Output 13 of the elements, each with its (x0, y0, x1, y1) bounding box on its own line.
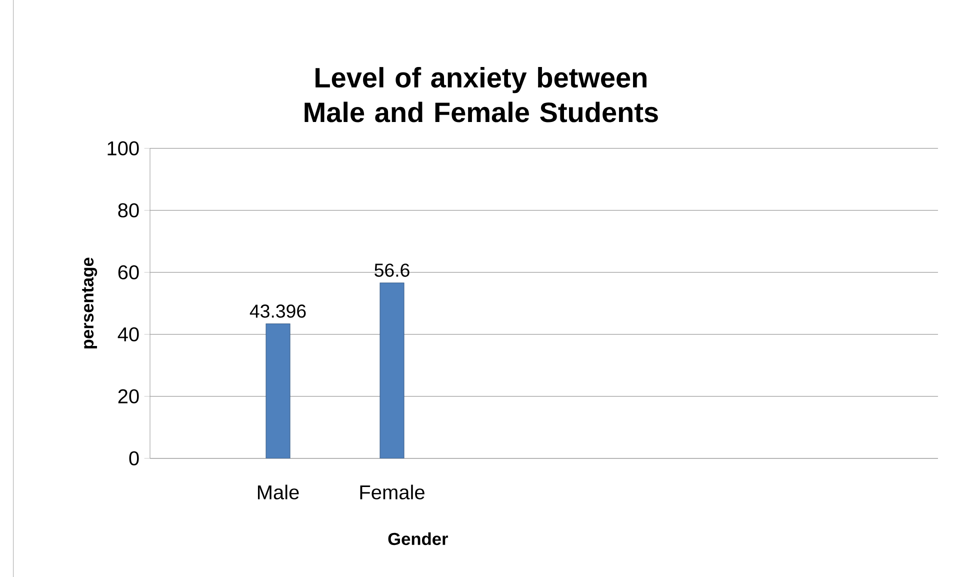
x-axis-title: Gender (388, 532, 448, 546)
y-axis-title: persentage (82, 258, 98, 348)
y-tick-label: 100 (108, 141, 139, 156)
y-tick-label: 0 (129, 451, 139, 466)
y-tick-label: 40 (118, 327, 139, 342)
x-tick-label: Male (258, 484, 299, 500)
data-label: 43.396 (250, 304, 306, 318)
y-tick-label: 60 (118, 265, 139, 280)
data-label: 56.6 (374, 264, 410, 277)
x-tick-label: Female (360, 484, 424, 500)
y-tick-label: 20 (118, 389, 139, 404)
chart-title: Level of anxiety between Male and Female Students (304, 67, 658, 122)
y-tick-label: 80 (118, 203, 139, 218)
